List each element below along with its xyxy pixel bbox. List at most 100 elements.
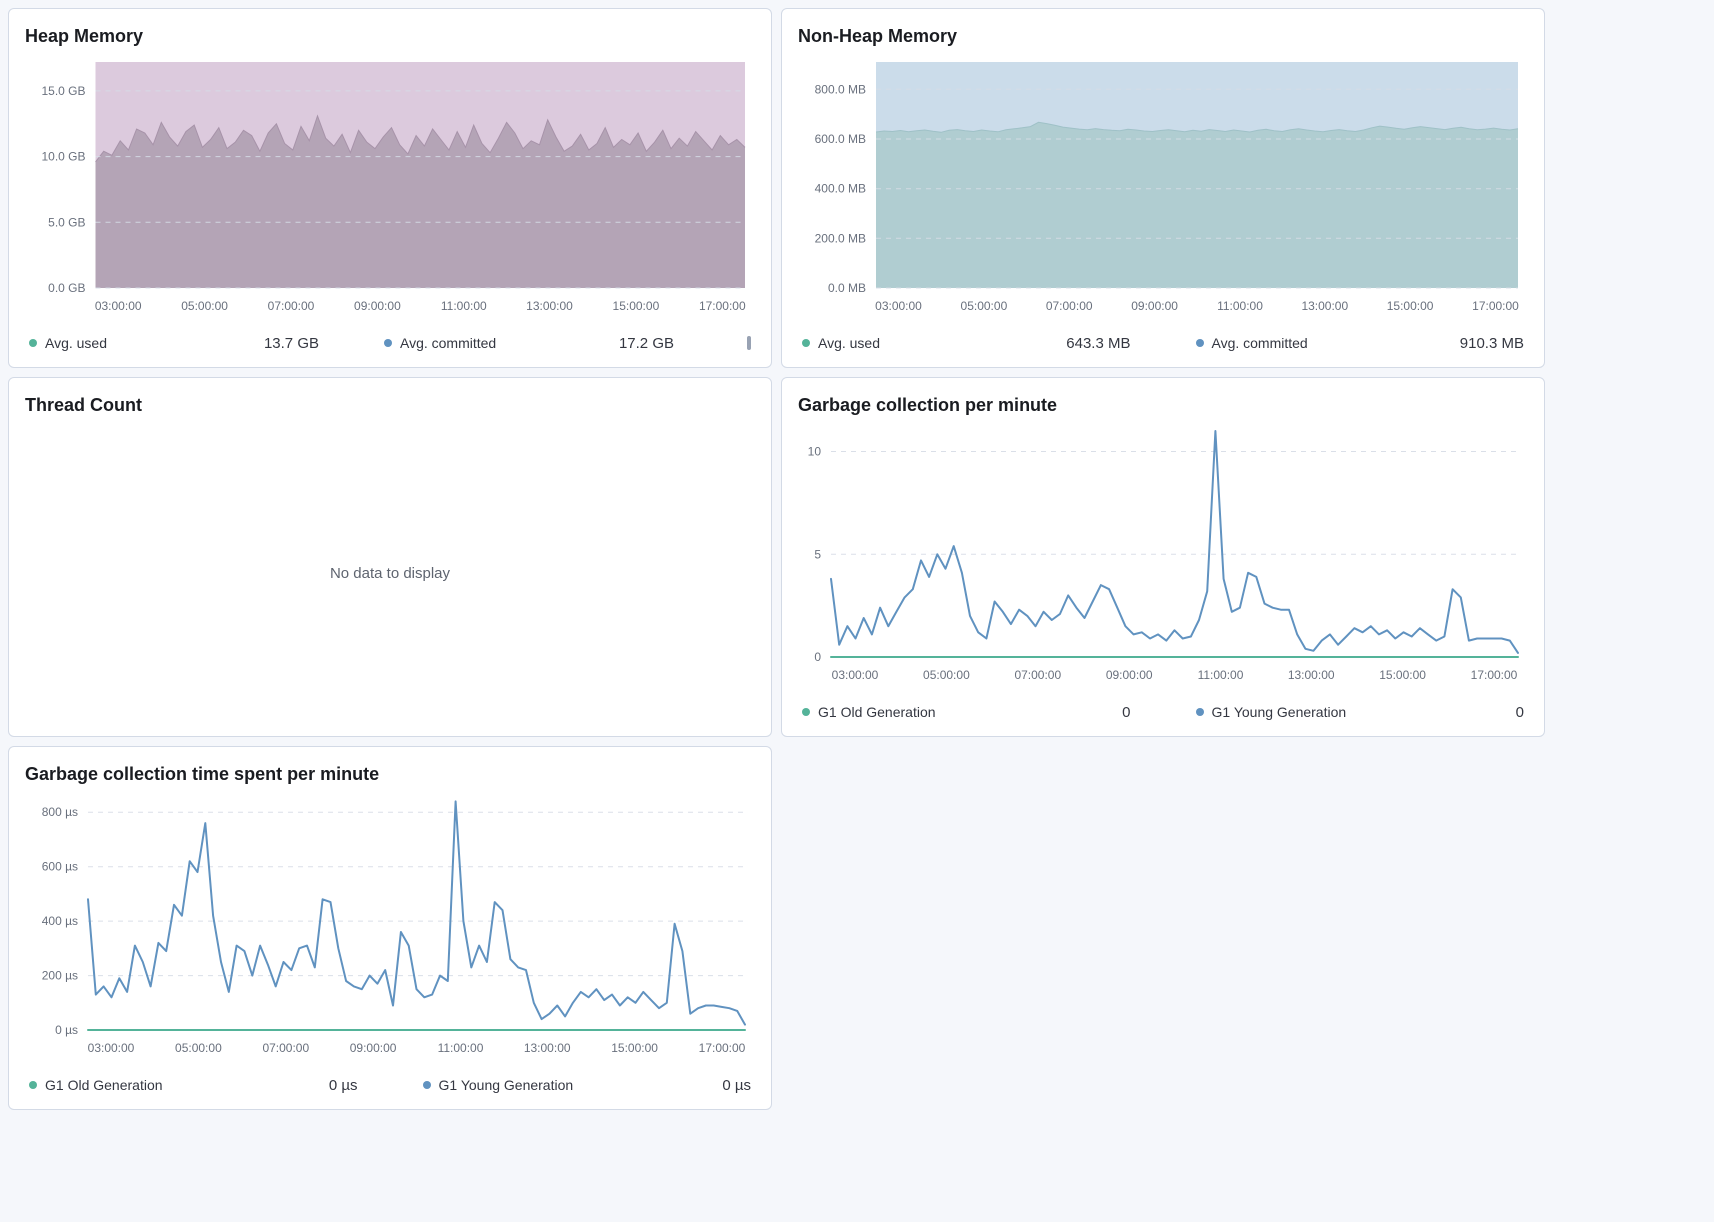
legend-item-avg-used[interactable]: Avg. used 643.3 MB — [802, 335, 1131, 352]
gc-time-per-minute-chart[interactable]: 0 µs 200 µs 400 µs 600 µs 800 µs 03:00:00 05:0… — [25, 792, 755, 1064]
svg-text:17:00:00: 17:00:00 — [1471, 668, 1518, 682]
svg-text:11:00:00: 11:00:00 — [438, 1041, 484, 1055]
svg-text:200.0 MB: 200.0 MB — [815, 231, 866, 245]
svg-text:200 µs: 200 µs — [42, 968, 78, 982]
svg-text:07:00:00: 07:00:00 — [268, 299, 315, 313]
metrics-dashboard: Heap Memory 0.0 GB 5.0 GB 10.0 GB 15.0 GB 03… — [8, 8, 1545, 1110]
avg-used-dot-icon — [29, 339, 37, 347]
svg-text:05:00:00: 05:00:00 — [181, 299, 228, 313]
svg-text:05:00:00: 05:00:00 — [961, 299, 1008, 313]
svg-text:400 µs: 400 µs — [42, 914, 78, 928]
svg-text:15:00:00: 15:00:00 — [613, 299, 660, 313]
svg-text:400.0 MB: 400.0 MB — [815, 181, 866, 195]
legend-value: 910.3 MB — [1459, 334, 1524, 352]
non-heap-memory-chart[interactable]: 0.0 MB 200.0 MB 400.0 MB 600.0 MB 800.0 MB 03… — [798, 54, 1528, 322]
svg-text:03:00:00: 03:00:00 — [88, 1041, 135, 1055]
gc-time-per-minute-legend: G1 Old Generation 0 µs G1 Young Generati… — [25, 1073, 755, 1097]
g1-young-dot-icon — [1195, 708, 1204, 716]
svg-text:600 µs: 600 µs — [42, 859, 78, 873]
legend-label: Avg. used — [818, 335, 881, 351]
svg-text:15:00:00: 15:00:00 — [1387, 299, 1434, 313]
legend-label: G1 Old Generation — [45, 1077, 163, 1093]
svg-text:07:00:00: 07:00:00 — [262, 1041, 309, 1055]
svg-text:0: 0 — [814, 650, 821, 664]
heap-memory-legend: Avg. used 13.7 GB Avg. committed 17.2 GB — [25, 331, 755, 355]
legend-label: Avg. used — [45, 335, 108, 351]
legend-item-g1-young-generation[interactable]: G1 Young Generation 0 µs — [422, 1076, 751, 1094]
svg-text:07:00:00: 07:00:00 — [1014, 668, 1061, 682]
svg-text:5: 5 — [814, 547, 821, 561]
legend-scrollbar[interactable] — [747, 336, 751, 350]
svg-text:03:00:00: 03:00:00 — [875, 299, 922, 313]
legend-value: 0 µs — [328, 1076, 358, 1094]
gc-per-minute-title: Garbage collection per minute — [798, 395, 1058, 415]
legend-value: 0 — [1515, 703, 1524, 721]
panel-gc-time-per-minute: Garbage collection time spent per minute… — [8, 746, 772, 1110]
legend-label: G1 Old Generation — [818, 704, 936, 720]
svg-text:15:00:00: 15:00:00 — [1379, 668, 1426, 682]
svg-text:17:00:00: 17:00:00 — [1472, 299, 1519, 313]
panel-thread-count: Thread Count No data to display — [8, 377, 772, 737]
legend-item-avg-committed[interactable]: Avg. committed 17.2 GB — [384, 335, 674, 352]
avg-committed-dot-icon — [1195, 339, 1204, 347]
legend-value: 0 µs — [722, 1076, 751, 1094]
svg-text:800.0 MB: 800.0 MB — [815, 82, 866, 96]
svg-text:0.0 MB: 0.0 MB — [828, 281, 866, 295]
svg-text:600.0 MB: 600.0 MB — [815, 132, 866, 146]
g1-old-dot-icon — [29, 1081, 37, 1089]
legend-item-g1-old-generation[interactable]: G1 Old Generation 0 — [802, 704, 1131, 721]
panel-non-heap-memory: Non-Heap Memory 0.0 MB 200.0 MB 400.0 MB 60… — [781, 8, 1545, 368]
thread-count-title: Thread Count — [25, 395, 142, 415]
legend-label: G1 Young Generation — [438, 1077, 574, 1093]
svg-text:09:00:00: 09:00:00 — [350, 1041, 397, 1055]
svg-text:10: 10 — [808, 444, 822, 458]
no-data-message: No data to display — [329, 564, 451, 582]
svg-text:03:00:00: 03:00:00 — [832, 668, 879, 682]
svg-text:13:00:00: 13:00:00 — [1288, 668, 1335, 682]
heap-memory-title: Heap Memory — [25, 26, 144, 46]
svg-text:11:00:00: 11:00:00 — [441, 299, 487, 313]
svg-text:800 µs: 800 µs — [42, 805, 78, 819]
legend-value: 643.3 MB — [1066, 334, 1131, 352]
svg-text:03:00:00: 03:00:00 — [95, 299, 142, 313]
g1-young-dot-icon — [422, 1081, 431, 1089]
svg-text:13:00:00: 13:00:00 — [1301, 299, 1348, 313]
svg-text:10.0 GB: 10.0 GB — [41, 149, 85, 163]
non-heap-memory-legend: Avg. used 643.3 MB Avg. committed 910.3 … — [798, 331, 1528, 355]
svg-text:05:00:00: 05:00:00 — [923, 668, 970, 682]
svg-text:17:00:00: 17:00:00 — [699, 1041, 746, 1055]
svg-text:09:00:00: 09:00:00 — [1106, 668, 1153, 682]
legend-label: Avg. committed — [400, 335, 497, 351]
legend-item-g1-young-generation[interactable]: G1 Young Generation 0 — [1195, 703, 1524, 721]
gc-time-per-minute-title: Garbage collection time spent per minute — [25, 764, 380, 784]
legend-item-avg-committed[interactable]: Avg. committed 910.3 MB — [1195, 334, 1524, 352]
empty-state: No data to display — [25, 423, 755, 725]
heap-memory-chart[interactable]: 0.0 GB 5.0 GB 10.0 GB 15.0 GB 03:00:00 05:00:… — [25, 54, 755, 322]
svg-text:15:00:00: 15:00:00 — [611, 1041, 658, 1055]
svg-text:0 µs: 0 µs — [55, 1023, 78, 1037]
svg-text:11:00:00: 11:00:00 — [1198, 668, 1244, 682]
gc-per-minute-chart[interactable]: 0 5 10 03:00:00 05:00:00 07:00:00 09:00:00 11:0… — [798, 423, 1528, 691]
legend-value: 0 — [1122, 703, 1131, 721]
svg-text:13:00:00: 13:00:00 — [526, 299, 573, 313]
legend-label: G1 Young Generation — [1211, 704, 1347, 720]
svg-text:13:00:00: 13:00:00 — [524, 1041, 571, 1055]
svg-text:07:00:00: 07:00:00 — [1046, 299, 1093, 313]
svg-text:0.0 GB: 0.0 GB — [48, 281, 85, 295]
gc-per-minute-legend: G1 Old Generation 0 G1 Young Generation … — [798, 700, 1528, 724]
legend-item-avg-used[interactable]: Avg. used 13.7 GB — [29, 335, 319, 352]
svg-text:09:00:00: 09:00:00 — [1131, 299, 1178, 313]
non-heap-memory-title: Non-Heap Memory — [798, 26, 958, 46]
legend-item-g1-old-generation[interactable]: G1 Old Generation 0 µs — [29, 1077, 358, 1094]
avg-committed-dot-icon — [384, 339, 392, 347]
legend-value: 17.2 GB — [618, 334, 674, 352]
panel-heap-memory: Heap Memory 0.0 GB 5.0 GB 10.0 GB 15.0 GB 03… — [8, 8, 772, 368]
svg-text:09:00:00: 09:00:00 — [354, 299, 401, 313]
svg-text:15.0 GB: 15.0 GB — [41, 83, 85, 97]
panel-gc-per-minute: Garbage collection per minute 0 5 10 03:00:… — [781, 377, 1545, 737]
svg-text:11:00:00: 11:00:00 — [1217, 299, 1263, 313]
svg-text:05:00:00: 05:00:00 — [175, 1041, 222, 1055]
g1-old-dot-icon — [802, 708, 810, 716]
legend-label: Avg. committed — [1211, 335, 1308, 351]
legend-value: 13.7 GB — [263, 334, 319, 352]
